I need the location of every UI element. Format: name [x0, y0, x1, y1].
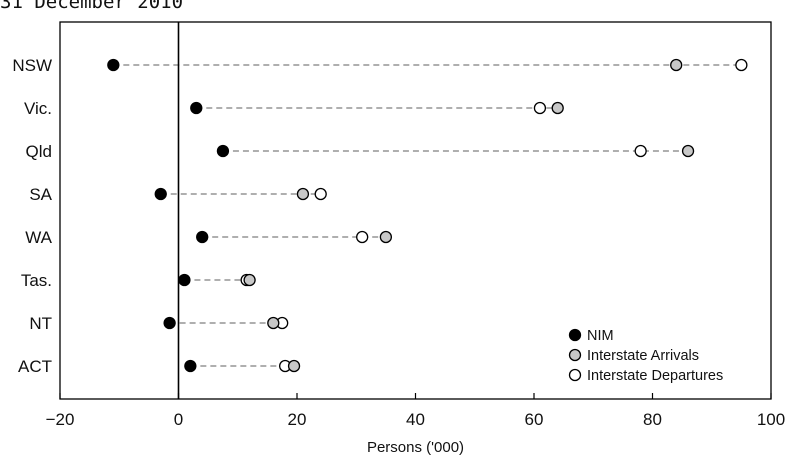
chart-title: 31 December 2010 — [0, 0, 184, 13]
marker-interstate-arrivals — [267, 316, 280, 330]
legend-marker-nim — [568, 328, 582, 342]
x-axis-ticks: −20 0 20 40 60 80 100 — [46, 393, 785, 429]
marker-nim — [154, 187, 167, 201]
marker-interstate-departures — [314, 187, 327, 201]
marker-interstate-arrivals — [296, 187, 310, 201]
marker-interstate-arrivals — [681, 144, 695, 158]
legend-label: NIM — [587, 328, 614, 344]
legend-marker-interstate-arrivals — [568, 348, 582, 362]
marker-nim — [107, 58, 120, 72]
legend-label: Interstate Arrivals — [587, 348, 699, 364]
category-labels: NSW Vic. Qld SA WA Tas. NT ACT — [12, 56, 52, 376]
category-label: WA — [25, 228, 52, 247]
x-tick-label: −20 — [46, 410, 75, 429]
legend-label: Interstate Departures — [587, 368, 723, 384]
x-tick-label: 100 — [757, 410, 785, 429]
connector-lines — [113, 64, 742, 367]
marker-nim — [163, 316, 176, 330]
category-label: Qld — [26, 142, 52, 161]
marker-interstate-departures — [634, 144, 647, 158]
category-label: ACT — [18, 357, 52, 376]
marker-interstate-arrivals — [287, 359, 301, 373]
category-label: Tas. — [21, 271, 52, 290]
data-markers — [107, 58, 748, 373]
marker-interstate-arrivals — [243, 273, 256, 287]
legend-marker-interstate-departures — [568, 368, 582, 382]
x-tick-label: 20 — [288, 410, 307, 429]
category-label: SA — [29, 185, 52, 204]
marker-interstate-arrivals — [551, 101, 564, 115]
marker-interstate-departures — [356, 230, 369, 244]
marker-nim — [216, 144, 230, 158]
x-tick-label: 0 — [174, 410, 183, 429]
marker-interstate-departures — [533, 101, 547, 115]
marker-nim — [178, 273, 191, 287]
x-tick-label: 60 — [525, 410, 544, 429]
plot-frame — [59, 21, 772, 400]
marker-nim — [196, 230, 209, 244]
category-label: Vic. — [24, 99, 52, 118]
marker-interstate-departures — [735, 58, 748, 72]
marker-interstate-arrivals — [670, 58, 683, 72]
marker-nim — [190, 101, 203, 115]
x-tick-label: 80 — [643, 410, 662, 429]
category-label: NT — [29, 314, 52, 333]
x-axis-label: Persons ('000) — [367, 439, 464, 456]
x-tick-label: 40 — [406, 410, 425, 429]
legend: NIM Interstate Arrivals Interstate Departu… — [568, 328, 723, 384]
marker-interstate-arrivals — [379, 230, 393, 244]
category-label: NSW — [12, 56, 52, 75]
marker-nim — [184, 359, 197, 373]
